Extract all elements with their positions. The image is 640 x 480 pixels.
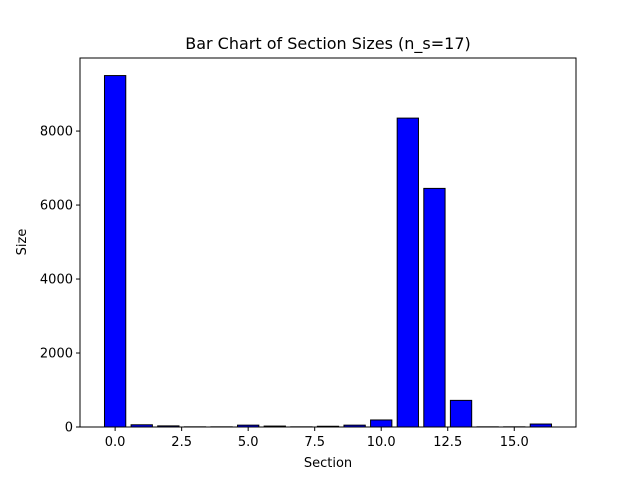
x-tick-label: 7.5 [304,435,325,450]
x-tick-label: 12.5 [433,435,462,450]
y-tick-label: 0 [65,421,73,436]
bar-section-0 [103,75,127,428]
y-axis-label: Size [15,229,30,256]
plot-frame [79,57,577,428]
x-tick-label: 0.0 [105,435,126,450]
y-tick-label: 8000 [40,125,73,140]
x-axis-label: Section [304,456,352,471]
x-tick-label: 5.0 [238,435,259,450]
x-tick-label: 10.0 [367,435,396,450]
y-tick-label: 6000 [40,199,73,214]
bars-group [103,75,553,428]
bar-section-11 [396,117,419,428]
bar-section-10 [370,419,393,428]
y-axis-ticks: 0 2000 4000 6000 8000 [40,125,80,436]
x-tick-label: 15.0 [500,435,529,450]
y-tick-label: 2000 [40,347,73,362]
bar-section-13 [449,399,473,428]
x-tick-label: 2.5 [171,435,192,450]
x-axis-ticks: 0.0 2.5 5.0 7.5 10.0 12.5 15.0 [105,427,529,450]
y-tick-label: 4000 [40,273,73,288]
bar-section-12 [423,187,446,428]
chart-title: Bar Chart of Section Sizes (n_s=17) [185,34,471,54]
